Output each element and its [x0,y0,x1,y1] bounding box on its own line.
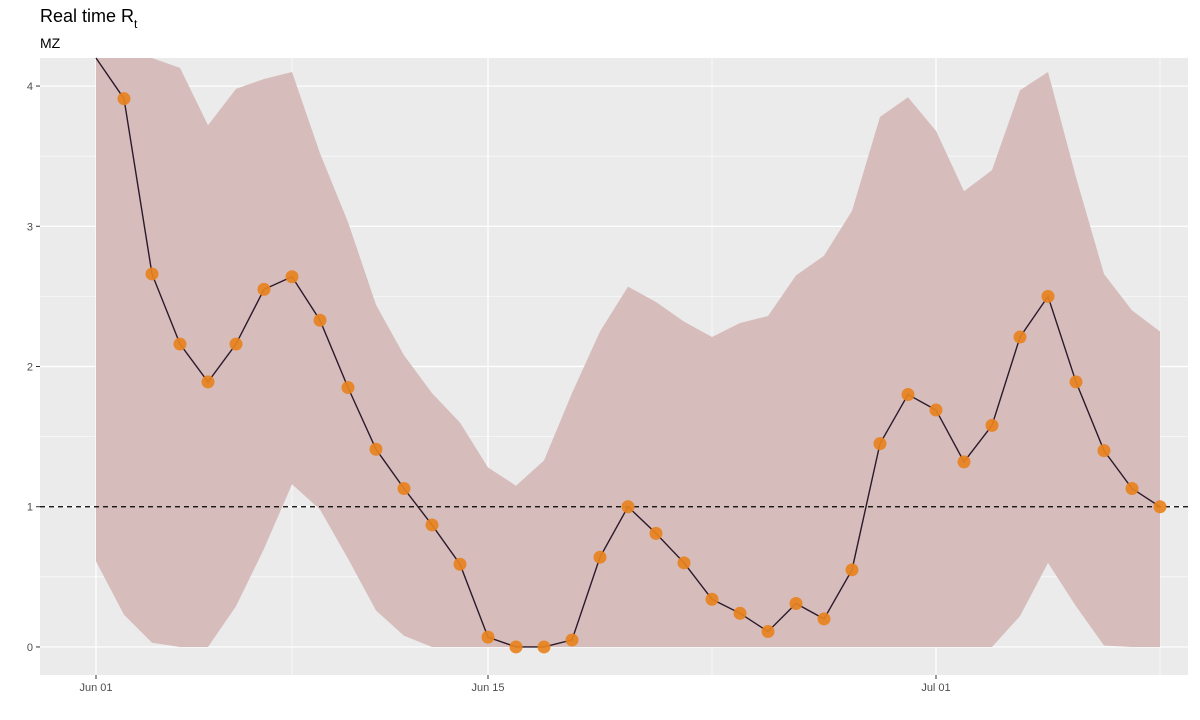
rt-point [733,606,747,620]
rt-point [173,337,187,351]
rt-point [1041,289,1055,303]
x-tick-label: Jul 01 [921,682,950,694]
y-tick-label: 1 [27,502,33,514]
x-tick-label: Jun 15 [471,682,504,694]
chart-title: Real time Rt [40,6,138,31]
rt-point [649,526,663,540]
chart-title-subscript: t [134,17,138,31]
rt-point [341,381,355,395]
rt-point [677,556,691,570]
rt-point [117,92,131,106]
rt-point [453,557,467,571]
credible-interval-band [96,58,1160,647]
rt-point [1069,375,1083,389]
rt-point [985,418,999,432]
rt-point [1153,500,1167,514]
rt-point [1125,481,1139,495]
rt-point [145,267,159,281]
rt-point [761,625,775,639]
rt-point [313,313,327,327]
rt-point [229,337,243,351]
rt-point [621,500,635,514]
y-tick-label: 2 [27,362,33,374]
rt-point [285,270,299,284]
rt-point [509,640,523,654]
rt-point [201,375,215,389]
y-tick-label: 3 [27,221,33,233]
rt-point [705,592,719,606]
rt-point [1013,330,1027,344]
x-axis: Jun 01 Jun 15 Jul 01 [79,675,951,694]
y-tick-label: 4 [27,81,33,93]
rt-point [537,640,551,654]
rt-point [257,282,271,296]
rt-point [929,403,943,417]
chart-subtitle: MZ [40,35,61,51]
rt-point [817,612,831,626]
rt-point [481,630,495,644]
rt-points [117,92,1167,654]
x-tick-label: Jun 01 [79,682,112,694]
rt-point [845,563,859,577]
rt-point [873,437,887,451]
rt-point [369,442,383,456]
y-tick-label: 0 [27,642,33,654]
rt-point [593,550,607,564]
rt-point [565,633,579,647]
rt-point [957,455,971,469]
rt-point [789,596,803,610]
y-axis: 0 1 2 3 4 [27,81,40,654]
rt-point [1097,444,1111,458]
rt-point [397,481,411,495]
rt-point [901,388,915,402]
rt-point [425,518,439,532]
